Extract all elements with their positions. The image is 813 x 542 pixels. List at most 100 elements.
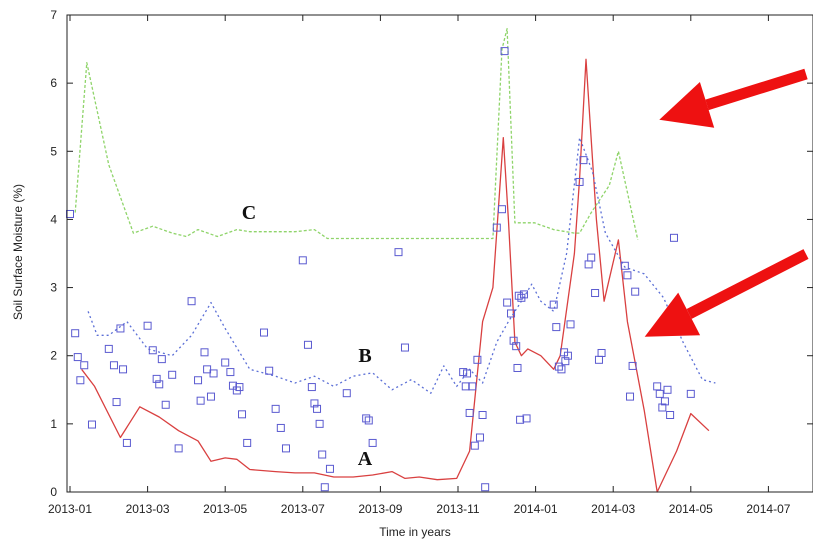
observation-marker bbox=[157, 355, 166, 364]
upper-arrow-shaft bbox=[705, 68, 808, 111]
x-tick-labels: 2013-01 2013-03 2013-05 2013-07 2013-09 2013-… bbox=[48, 502, 791, 516]
observation-marker bbox=[320, 483, 329, 492]
y-tick-label: 3 bbox=[50, 281, 57, 295]
observation-marker bbox=[492, 223, 501, 232]
observation-marker bbox=[497, 205, 506, 214]
observation-marker bbox=[116, 324, 125, 333]
x-tick-label: 2014-05 bbox=[669, 502, 713, 516]
curve-label-a: A bbox=[358, 448, 373, 470]
observation-marker bbox=[271, 404, 280, 413]
axis-ticks bbox=[67, 14, 813, 493]
observation-marker bbox=[87, 420, 96, 429]
observation-marker bbox=[200, 348, 209, 357]
observation-marker bbox=[475, 433, 484, 442]
observation-marker bbox=[400, 343, 409, 352]
observation-marker bbox=[468, 382, 477, 391]
observation-marker bbox=[473, 355, 482, 364]
y-axis-label: Soil Surface Moisture (%) bbox=[11, 184, 25, 320]
observation-marker bbox=[660, 397, 669, 406]
series-line-a bbox=[81, 58, 710, 493]
observation-markers bbox=[66, 47, 695, 492]
observation-marker bbox=[513, 363, 522, 372]
observation-marker bbox=[579, 156, 588, 165]
y-tick-label: 2 bbox=[50, 349, 57, 363]
observation-marker bbox=[104, 344, 113, 353]
observation-marker bbox=[174, 444, 183, 453]
curve-label-b: B bbox=[358, 345, 371, 367]
y-tick-label: 7 bbox=[50, 8, 57, 22]
x-axis-label: Time in years bbox=[379, 525, 451, 539]
observation-marker bbox=[465, 408, 474, 417]
observation-marker bbox=[561, 357, 570, 366]
series-line-b bbox=[87, 137, 716, 394]
observation-marker bbox=[243, 438, 252, 447]
observation-marker bbox=[522, 414, 531, 423]
observation-marker bbox=[122, 438, 131, 447]
curve-label-c: C bbox=[242, 202, 256, 224]
observation-marker bbox=[461, 382, 470, 391]
observation-marker bbox=[663, 385, 672, 394]
observation-marker bbox=[597, 348, 606, 357]
observation-marker bbox=[307, 383, 316, 392]
plot-frame bbox=[66, 14, 813, 493]
observation-marker bbox=[206, 392, 215, 401]
observation-marker bbox=[303, 340, 312, 349]
observation-marker bbox=[203, 365, 212, 374]
observation-marker bbox=[73, 353, 82, 362]
x-tick-label: 2013-11 bbox=[436, 502, 479, 516]
observation-marker bbox=[516, 415, 525, 424]
observation-marker bbox=[152, 374, 161, 383]
observation-marker bbox=[519, 290, 528, 299]
observation-marker bbox=[161, 400, 170, 409]
annotation-arrows bbox=[644, 68, 809, 337]
observation-marker bbox=[71, 329, 80, 338]
observation-marker bbox=[80, 361, 89, 370]
observation-marker bbox=[238, 410, 247, 419]
x-tick-label: 2014-03 bbox=[591, 502, 635, 516]
observation-marker bbox=[549, 300, 558, 309]
observation-marker bbox=[658, 403, 667, 412]
observation-marker bbox=[362, 414, 371, 423]
observation-marker bbox=[500, 47, 509, 56]
series-lines bbox=[74, 27, 716, 493]
observation-marker bbox=[514, 291, 523, 300]
observation-marker bbox=[669, 233, 678, 242]
observation-marker bbox=[512, 342, 521, 351]
observation-marker bbox=[209, 369, 218, 378]
observation-marker bbox=[686, 389, 695, 398]
observation-marker bbox=[315, 419, 324, 428]
observation-marker bbox=[666, 410, 675, 419]
x-tick-label: 2014-01 bbox=[514, 502, 558, 516]
observation-marker bbox=[628, 361, 637, 370]
observation-marker bbox=[620, 261, 629, 270]
observation-marker bbox=[196, 396, 205, 405]
observation-marker bbox=[318, 450, 327, 459]
observation-marker bbox=[575, 177, 584, 186]
observation-marker bbox=[155, 380, 164, 389]
observation-marker bbox=[591, 289, 600, 298]
upper-arrow-head bbox=[659, 82, 715, 128]
observation-marker bbox=[148, 346, 157, 355]
observation-marker bbox=[503, 298, 512, 307]
observation-marker bbox=[554, 362, 563, 371]
observation-marker bbox=[470, 441, 479, 450]
observation-marker bbox=[626, 392, 635, 401]
observation-marker bbox=[509, 336, 518, 345]
observation-marker bbox=[364, 416, 373, 425]
series-line-c bbox=[74, 27, 639, 241]
observation-marker bbox=[221, 358, 230, 367]
y-tick-label: 6 bbox=[50, 76, 57, 90]
x-tick-label: 2013-05 bbox=[203, 502, 247, 516]
observation-marker bbox=[168, 370, 177, 379]
x-tick-label: 2013-03 bbox=[126, 502, 170, 516]
observation-marker bbox=[325, 464, 334, 473]
observation-marker bbox=[342, 389, 351, 398]
y-tick-label: 0 bbox=[50, 485, 57, 499]
observation-marker bbox=[623, 271, 632, 280]
observation-marker bbox=[552, 323, 561, 332]
observation-marker bbox=[394, 248, 403, 257]
observation-marker bbox=[76, 376, 85, 385]
y-tick-label: 4 bbox=[50, 212, 57, 226]
